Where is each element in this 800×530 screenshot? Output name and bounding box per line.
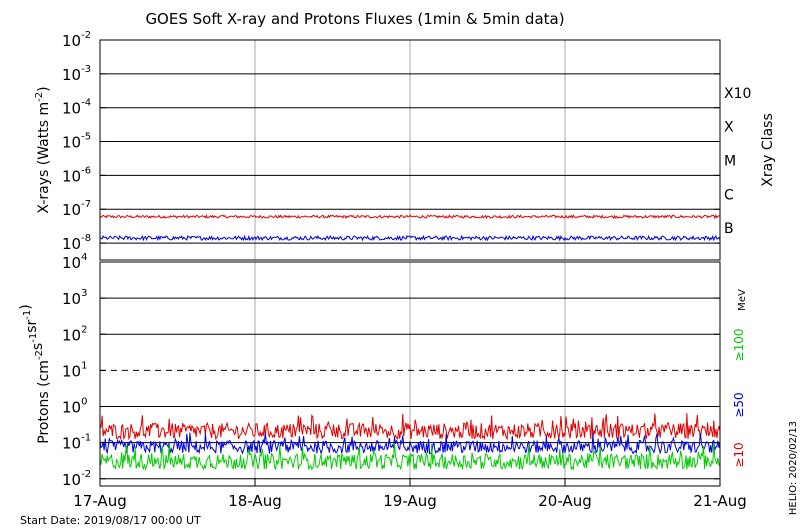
series-line-xrays-1 [99, 234, 721, 242]
series-line-protons-2 [99, 443, 721, 472]
xray-panel: 10-2 10-3 10-4 10-5 10-6 10-7 10-8 X10 X M C B X-r… [34, 30, 776, 261]
series-line-protons-0 [99, 413, 721, 441]
xray-class-labels: X10 X M C B [724, 86, 751, 237]
xray-y-axis-label: X-rays (Watts m-2) [34, 86, 52, 213]
y-tick-label: 10-6 [62, 165, 91, 185]
xray-ylabel-exp: -2 [34, 92, 45, 102]
xray-class-label: X10 [724, 86, 751, 102]
y-tick-label: 10-2 [62, 30, 91, 50]
proton-y-axis-label: Protons (cm-2s-1sr-1) [18, 304, 52, 443]
x-tick-label: 20-Aug [538, 492, 591, 510]
x-tick-label: 19-Aug [383, 492, 436, 510]
xray-series [99, 214, 721, 242]
y-tick-label: 10-7 [62, 199, 91, 219]
y-tick-label: 10-4 [62, 98, 91, 118]
xray-class-label: C [724, 187, 734, 203]
x-tick-label: 17-Aug [73, 492, 126, 510]
energy-label: ≥50 [732, 392, 746, 417]
x-tick-label: 21-Aug [693, 492, 746, 510]
xray-ylabel-text: X-rays (Watts m [36, 102, 52, 214]
y-tick-label: 10-1 [62, 433, 91, 453]
y-tick-label: 10-3 [62, 64, 91, 84]
energy-channel-labels: ≥100 ≥50 ≥10 [732, 329, 746, 468]
xray-gridlines [100, 40, 720, 260]
xray-class-label: X [724, 120, 734, 136]
series-line-xrays-0 [99, 214, 721, 220]
proton-series [99, 413, 721, 472]
credit-label: HELIO: 2020/02/13 [788, 421, 799, 515]
energy-unit-label: MeV [737, 289, 748, 311]
y-tick-label: 10-8 [62, 233, 91, 253]
xray-class-label: M [724, 154, 736, 170]
series-line-protons-1 [99, 432, 721, 455]
x-axis-ticks: 17-Aug 18-Aug 19-Aug 20-Aug 21-Aug [73, 478, 747, 510]
proton-y-tick-labels: 104 103 102 101 100 10-1 10-2 [62, 252, 720, 489]
y-tick-label: 10-2 [62, 469, 91, 489]
xray-class-axis-label: Xray Class [760, 113, 776, 187]
xray-ylabel-close: ) [36, 86, 52, 91]
y-tick-label: 102 [62, 324, 87, 344]
xray-class-label: B [724, 221, 734, 237]
proton-panel: 104 103 102 101 100 10-1 10-2 Protons (cm-2s-1… [18, 252, 748, 489]
proton-gridlines [100, 262, 720, 486]
y-tick-label: 104 [62, 252, 87, 272]
xray-plot-frame [99, 39, 721, 261]
x-tick-label: 18-Aug [228, 492, 281, 510]
y-tick-label: 10-5 [62, 132, 91, 152]
y-tick-label: 100 [62, 397, 87, 417]
energy-label: ≥100 [732, 329, 746, 362]
start-date: Start Date: 2019/08/17 00:00 UT [20, 514, 201, 527]
energy-label: ≥10 [732, 442, 746, 467]
y-tick-label: 103 [62, 288, 87, 308]
y-tick-label: 101 [62, 360, 87, 380]
chart-title: GOES Soft X-ray and Protons Fluxes (1min… [145, 10, 564, 28]
xray-y-tick-labels: 10-2 10-3 10-4 10-5 10-6 10-7 10-8 [62, 30, 720, 253]
